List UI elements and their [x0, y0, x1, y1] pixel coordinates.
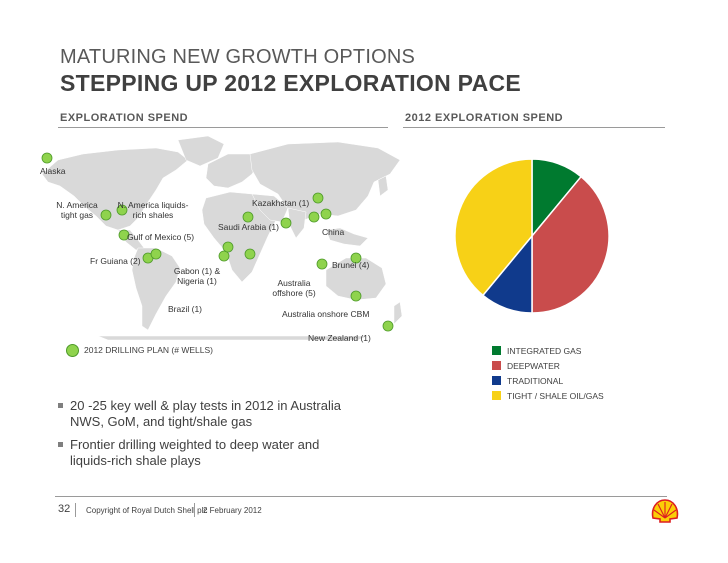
pie-legend-item: INTEGRATED GAS [492, 343, 604, 358]
section-heading-right: 2012 EXPLORATION SPEND [405, 112, 564, 124]
pie-legend-item: TIGHT / SHALE OIL/GAS [492, 388, 604, 403]
map-label-brazil: Brazil (1) [168, 304, 203, 314]
map-label-china: China [322, 227, 345, 237]
map-label-gulf-of-mexico: Gulf of Mexico (5) [127, 232, 195, 242]
legend-label: TIGHT / SHALE OIL/GAS [507, 390, 604, 401]
map-label-gabon-nigeria: Gabon (1) & Nigeria (1) [173, 266, 221, 286]
pie-slice-tight-shale-oil-gas [454, 158, 533, 297]
legend-label: TRADITIONAL [507, 375, 564, 386]
footer-date: 2 February 2012 [203, 506, 262, 515]
map-legend-label: 2012 DRILLING PLAN (# WELLS) [84, 344, 213, 355]
map-legend: 2012 DRILLING PLAN (# WELLS) [66, 344, 213, 357]
well-markers [41, 152, 394, 332]
map-label-saudi-arabia: Saudi Arabia (1) [218, 222, 279, 232]
section-rule-left [58, 127, 388, 128]
footer-divider [194, 503, 195, 517]
legend-label: DEEPWATER [507, 360, 560, 371]
bullet-text: 20 -25 key well & play tests in 2012 in … [70, 398, 341, 429]
map-label-new-zealand: New Zealand (1) [308, 333, 371, 343]
pie-legend: INTEGRATED GAS DEEPWATER TRADITIONAL TIG… [492, 343, 604, 403]
map-label-na-liquids-rich-shales: N. America liquids-rich shales [117, 200, 189, 220]
footer-rule [55, 496, 667, 497]
legend-swatch [492, 361, 501, 370]
shell-logo-icon [651, 499, 679, 523]
pie-legend-item: TRADITIONAL [492, 373, 604, 388]
map-label-fr-guiana: Fr Guiana (2) [90, 256, 141, 266]
bullet-text: Frontier drilling weighted to deep water… [70, 437, 320, 468]
bullet-square-icon [58, 403, 63, 408]
pie-legend-item: DEEPWATER [492, 358, 604, 373]
footer-divider [75, 503, 76, 517]
map-label-australia-onshore-cbm: Australia onshore CBM [282, 309, 370, 319]
section-rule-right [403, 127, 665, 128]
slide-title: STEPPING UP 2012 EXPLORATION PACE [60, 70, 522, 96]
pie-slice-deepwater [531, 175, 610, 314]
map-label-australia-offshore: Australia offshore (5) [272, 278, 316, 298]
page-number: 32 [58, 503, 71, 515]
section-heading-left: EXPLORATION SPEND [60, 112, 189, 124]
footer-copyright: Copyright of Royal Dutch Shell plc [86, 506, 208, 515]
map-label-na-tight-gas: N. America tight gas [56, 200, 98, 220]
map-label-alaska: Alaska [40, 166, 66, 176]
bullet-item: 20 -25 key well & play tests in 2012 in … [58, 398, 358, 430]
legend-swatch [492, 376, 501, 385]
exploration-spend-pie [454, 158, 610, 314]
legend-swatch [492, 391, 501, 400]
well-marker-icon [66, 344, 79, 357]
bullet-square-icon [58, 442, 63, 447]
bullet-item: Frontier drilling weighted to deep water… [58, 437, 358, 469]
map-label-kazakhstan: Kazakhstan (1) [252, 198, 310, 208]
world-map [41, 135, 403, 340]
slide-kicker: MATURING NEW GROWTH OPTIONS [60, 46, 416, 68]
legend-label: INTEGRATED GAS [507, 345, 582, 356]
legend-swatch [492, 346, 501, 355]
map-label-brunei: Brunei (4) [332, 260, 370, 270]
